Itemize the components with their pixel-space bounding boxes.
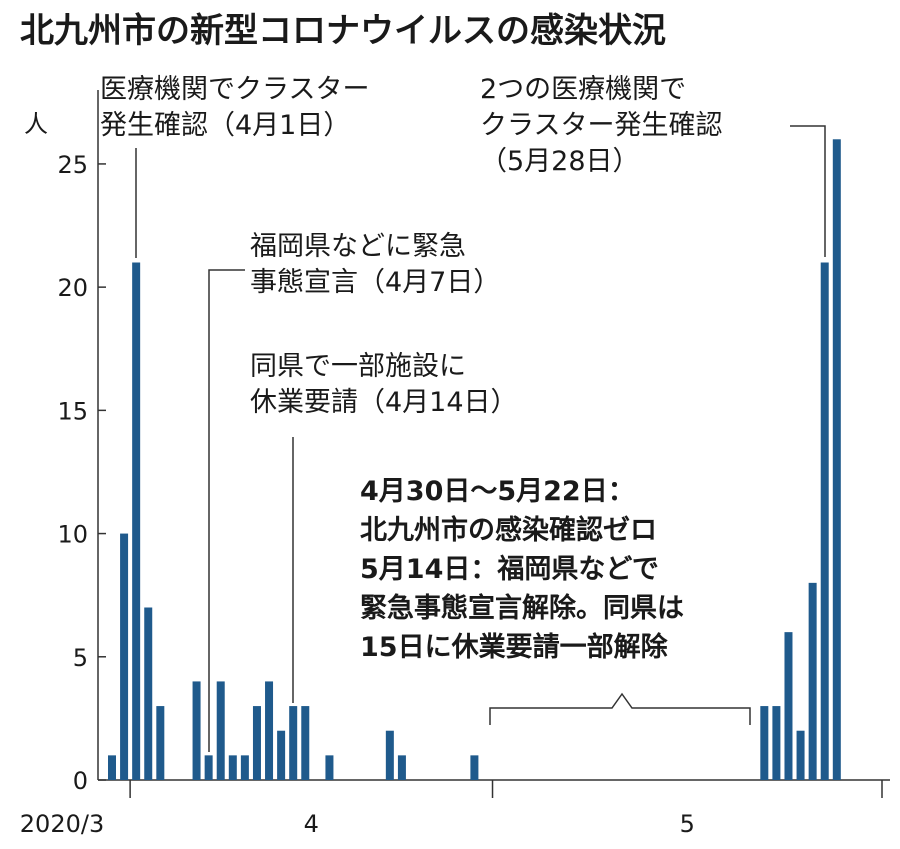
y-tick-label: 15 [57,397,88,425]
annotation: 事態宣言（4月7日） [250,267,500,298]
bar [385,730,394,780]
leader [790,125,826,257]
x-month-label: 4 [304,810,319,838]
annotation: クラスター発生確認 [480,110,722,141]
annotation: （5月28日） [480,146,640,177]
bar [156,706,165,780]
leader [208,269,245,752]
bar [277,730,286,780]
bar [796,730,805,780]
bar [397,755,406,780]
bar [760,706,769,780]
x-month-label: 2020/3 [20,810,104,838]
bar [108,755,116,780]
bar [832,139,841,781]
annotation: 同県で一部施設に [250,351,466,382]
bar [120,533,129,780]
annotation: 医療機関でクラスター [100,74,369,105]
annotation: 15日に休業要請一部解除 [360,631,669,663]
bar [132,262,141,780]
bar [301,706,310,780]
y-tick-label: 20 [57,274,88,302]
y-tick-label: 0 [73,767,88,795]
bar [325,755,334,780]
y-tick-label: 5 [73,644,88,672]
bar [289,706,298,780]
y-tick-label: 25 [57,151,88,179]
annotation: 2つの医療機関で [480,74,686,105]
annotation: 発生確認（4月1日） [100,110,350,141]
annotation-leaders [135,125,826,752]
brace [489,692,751,725]
y-tick-label: 10 [57,521,88,549]
chart-title: 北九州市の新型コロナウイルスの感染状況 [20,11,666,51]
bar [808,582,817,780]
y-unit: 人 [24,110,48,138]
bar [144,607,153,780]
bar [204,755,213,780]
bar [216,681,225,780]
bar [228,755,237,780]
bar [192,681,201,780]
annotation: 4月30日～5月22日： [360,476,635,507]
bar [772,706,781,780]
annotation: 緊急事態宣言解除。同県は [360,592,684,624]
x-month-label: 5 [680,810,695,838]
bar [784,632,793,780]
bar [820,262,829,780]
annotation: 福岡県などに緊急 [250,231,466,262]
annotation: 休業要請（4月14日） [250,387,518,418]
bar [470,755,479,780]
annotation: 5月14日：福岡県などで [360,554,659,585]
bar [240,755,249,780]
annotation: 北九州市の感染確認ゼロ [360,514,657,546]
bar [265,681,274,780]
bar [252,706,261,780]
